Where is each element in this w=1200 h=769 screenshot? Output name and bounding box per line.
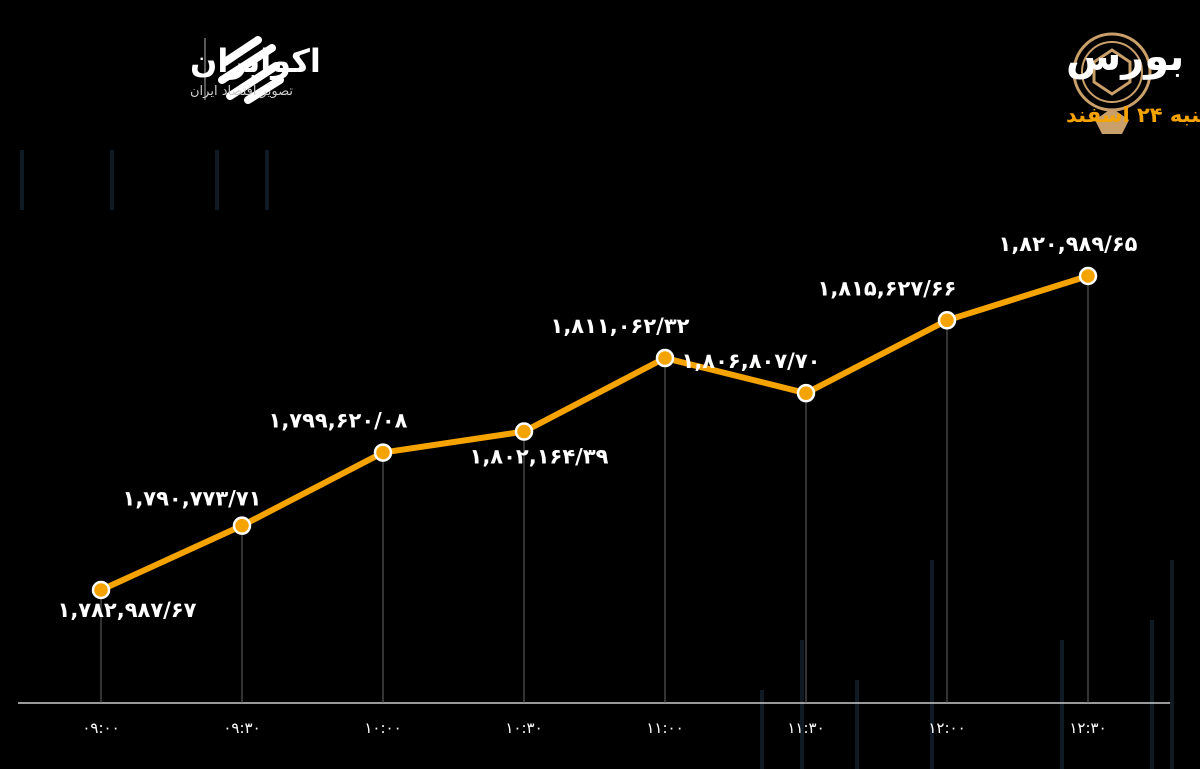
x-tick-label: ۰۹:۰۰ — [82, 719, 119, 737]
value-label: ۱,۷۹۹,۶۲۰/۰۸ — [269, 409, 408, 433]
point — [796, 383, 816, 403]
point — [514, 422, 534, 441]
point — [655, 348, 675, 368]
point — [232, 516, 252, 535]
x-tick-label: ۰۹:۳۰ — [223, 719, 260, 737]
x-tick-label: ۱۲:۳۰ — [1069, 719, 1106, 737]
point — [1078, 266, 1098, 286]
value-label: ۱,۷۹۰,۷۷۳/۷۱ — [123, 487, 262, 511]
x-tick-label: ۱۱:۳۰ — [787, 719, 824, 737]
value-label: ۱,۷۸۲,۹۸۷/۶۷ — [58, 598, 197, 622]
value-label: ۱,۸۱۵,۶۲۷/۶۶ — [818, 276, 957, 300]
x-tick-label: ۱۱:۰۰ — [646, 719, 683, 737]
point — [373, 443, 393, 462]
chart-title: روند شاخص کل بورس — [1066, 34, 1200, 80]
x-tick-label: ۱۲:۰۰ — [928, 719, 965, 737]
bourse-logo — [1072, 32, 1152, 134]
value-label: ۱,۸۲۰,۹۸۹/۶۵ — [999, 232, 1138, 256]
point — [91, 580, 111, 600]
x-tick-label: ۱۰:۰۰ — [364, 719, 401, 737]
value-label: ۱,۸۱۱,۰۶۲/۳۲ — [551, 314, 690, 338]
value-label: ۱,۸۰۶,۸۰۷/۷۰ — [682, 349, 821, 373]
decor-bars — [20, 150, 1174, 769]
point — [937, 311, 957, 330]
chart-subtitle: چهارشنبه ۲۴ اسفند — [1066, 103, 1200, 127]
value-label: ۱,۸۰۲,۱۶۴/۳۹ — [470, 445, 609, 469]
brand-name: اکوایران — [190, 42, 321, 80]
brand-logo — [204, 36, 284, 104]
brand-tagline: تصویر اقتصاد ایران — [190, 84, 293, 99]
x-tick-label: ۱۰:۳۰ — [505, 719, 542, 737]
line — [99, 273, 1089, 593]
